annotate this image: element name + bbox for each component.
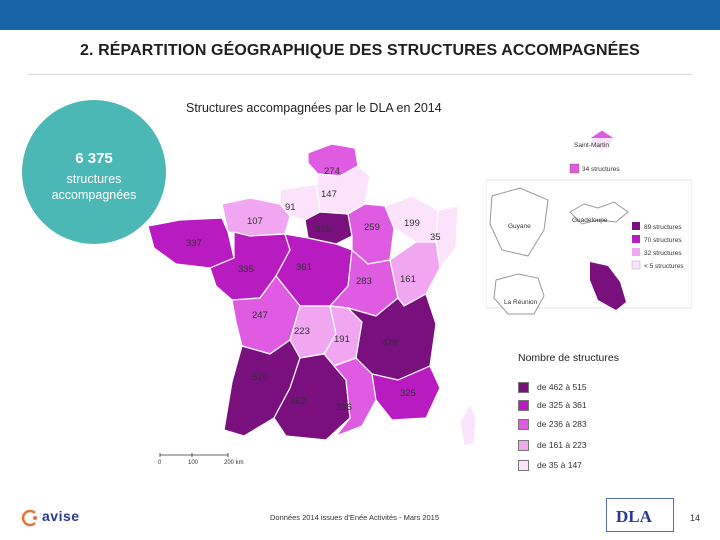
region-reunion xyxy=(493,273,545,315)
scale-label-100: 100 xyxy=(188,460,199,466)
dla-logo: DLA xyxy=(606,498,674,532)
page-number: 14 xyxy=(690,513,701,523)
label-haute-normandie: 91 xyxy=(285,202,296,213)
label-auvergne: 191 xyxy=(334,334,350,345)
saint-martin-name: Saint-Martin xyxy=(574,142,609,149)
region-guyane xyxy=(489,187,549,257)
avise-logo-icon xyxy=(21,509,37,527)
label-alsace: 35 xyxy=(430,232,441,243)
label-franche-comte: 161 xyxy=(400,274,416,285)
page-title: 2. RÉPARTITION GÉOGRAPHIQUE DES STRUCTUR… xyxy=(80,42,640,59)
region-martinique xyxy=(590,262,626,310)
label-centre: 361 xyxy=(296,262,312,273)
legend-label: de 161 à 223 xyxy=(537,440,587,450)
legend-label: de 325 à 361 xyxy=(537,400,587,410)
map-title: Structures accompagnées par le DLA en 20… xyxy=(186,101,442,115)
label-bretagne: 337 xyxy=(186,238,202,249)
legend-swatch xyxy=(518,382,529,393)
region-rhone-alpes xyxy=(347,293,437,381)
overseas-legend-3: 32 structures xyxy=(644,250,682,257)
overseas-insets: Saint-Martin 34 structures Guyane Guadel… xyxy=(486,129,692,315)
label-midi-pyrenees: 462 xyxy=(290,396,306,407)
top-banner xyxy=(0,0,720,30)
label-aquitaine: 520 xyxy=(252,372,268,383)
dla-logo-text: DLA xyxy=(616,507,653,526)
label-limousin: 223 xyxy=(294,326,310,337)
label-paca: 325 xyxy=(400,388,416,399)
label-bourgogne: 283 xyxy=(356,276,372,287)
total-label-line2: accompagnées xyxy=(51,188,137,202)
label-lorraine: 199 xyxy=(404,218,420,229)
reunion-name: La Réunion xyxy=(504,299,538,306)
france-map: 274 147 91 107 337 315 259 199 35 335 36… xyxy=(147,143,477,447)
overseas-legend-1: 89 structures xyxy=(644,224,682,231)
total-label-line1: structures xyxy=(66,172,122,186)
legend-swatch xyxy=(518,460,529,471)
region-paca xyxy=(371,365,441,421)
legend-title: Nombre de structures xyxy=(518,352,619,364)
region-corse xyxy=(459,403,477,447)
avise-logo-text: avise xyxy=(42,508,80,524)
legend-label: de 236 à 283 xyxy=(537,419,587,429)
legend-swatch xyxy=(518,419,529,430)
guadeloupe-name: Guadeloupe xyxy=(572,217,608,224)
scale-label-0: 0 xyxy=(158,460,162,466)
label-rhone-alpes: 478 xyxy=(382,338,398,349)
legend-label: de 462 à 515 xyxy=(537,382,587,392)
total-summary-circle: 6 375 structures accompagnées xyxy=(22,100,166,244)
title-divider xyxy=(28,74,692,75)
scale-bar: 0 100 200 km xyxy=(158,453,244,466)
label-ile-de-france: 315 xyxy=(315,224,331,235)
source-note: Données 2014 issues d'Enée Activités - M… xyxy=(270,513,440,522)
scale-label-200: 200 km xyxy=(224,460,244,466)
guyane-name: Guyane xyxy=(508,223,531,230)
legend-swatch xyxy=(518,400,529,411)
total-count: 6 375 xyxy=(75,150,113,167)
overseas-legend-4: < 5 structures xyxy=(644,263,684,270)
region-languedoc-roussillon xyxy=(333,357,377,437)
legend-label: de 35 à 147 xyxy=(537,460,582,470)
total-label: structures accompagnées xyxy=(22,171,166,203)
saint-martin-value: 34 structures xyxy=(582,166,620,173)
region-basse-normandie xyxy=(221,197,291,237)
label-picardie: 147 xyxy=(321,189,337,200)
overseas-legend-2: 70 structures xyxy=(644,237,682,244)
label-champagne-ardenne: 259 xyxy=(364,222,380,233)
label-poitou-charentes: 247 xyxy=(252,310,268,321)
label-pays-de-la-loire: 335 xyxy=(238,264,254,275)
label-languedoc-roussillon: 236 xyxy=(336,402,352,413)
legend-swatch xyxy=(518,440,529,451)
label-basse-normandie: 107 xyxy=(247,216,263,227)
label-nord-pas-de-calais: 274 xyxy=(324,166,340,177)
region-guadeloupe xyxy=(569,201,629,225)
